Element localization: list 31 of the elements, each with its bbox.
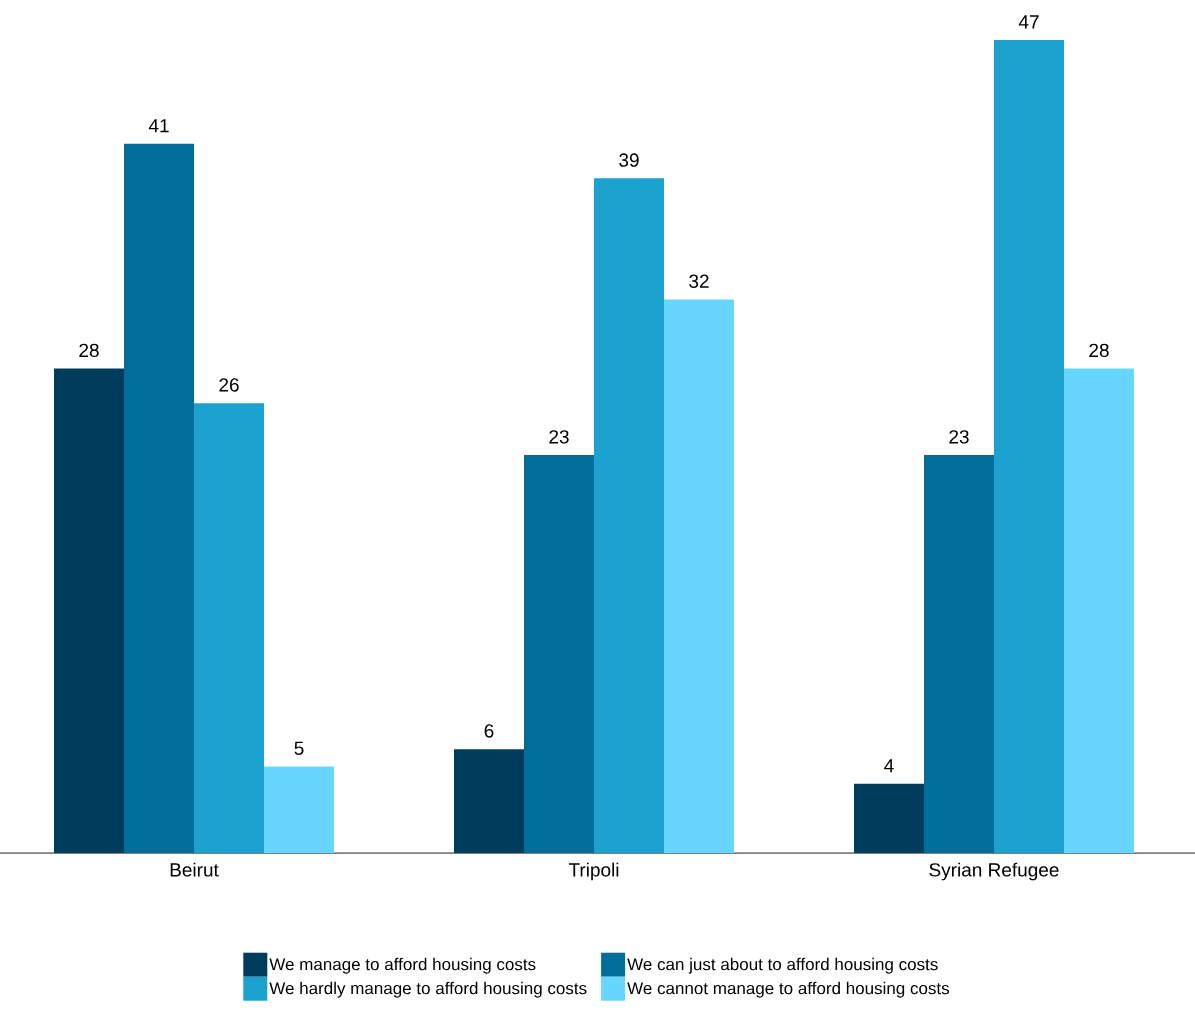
bar — [1063, 368, 1134, 853]
bar — [194, 403, 264, 853]
legend-label: We manage to afford housing costs — [269, 957, 536, 974]
data-label: 28 — [1089, 343, 1109, 358]
bar — [264, 766, 335, 853]
data-label: 39 — [619, 153, 639, 167]
data-label: 23 — [549, 430, 569, 444]
data-label: 23 — [949, 430, 969, 444]
x-tick-label: Beirut — [170, 862, 219, 877]
bar — [993, 39, 1064, 853]
bar — [124, 143, 194, 853]
bar — [664, 299, 734, 853]
data-label: 32 — [689, 274, 709, 288]
bar — [54, 368, 125, 853]
bar — [524, 455, 594, 853]
data-label: 47 — [1018, 15, 1039, 29]
data-label: 28 — [79, 343, 99, 358]
legend-label: We hardly manage to afford housing costs — [269, 981, 587, 998]
bar — [853, 783, 924, 853]
legend-label: We cannot manage to afford housing costs — [627, 981, 950, 998]
x-tick-label: Syrian Refugee — [929, 862, 1059, 881]
data-label: 41 — [148, 119, 169, 133]
data-label: 6 — [484, 724, 494, 738]
bar — [594, 178, 664, 853]
legend-label: We can just about to afford housing costs — [627, 957, 938, 974]
data-label: 4 — [884, 759, 894, 773]
x-tick-label: Tripoli — [568, 862, 619, 881]
bar — [923, 455, 994, 853]
data-label: 5 — [294, 741, 304, 755]
data-label: 26 — [219, 378, 239, 392]
bar — [454, 749, 524, 853]
